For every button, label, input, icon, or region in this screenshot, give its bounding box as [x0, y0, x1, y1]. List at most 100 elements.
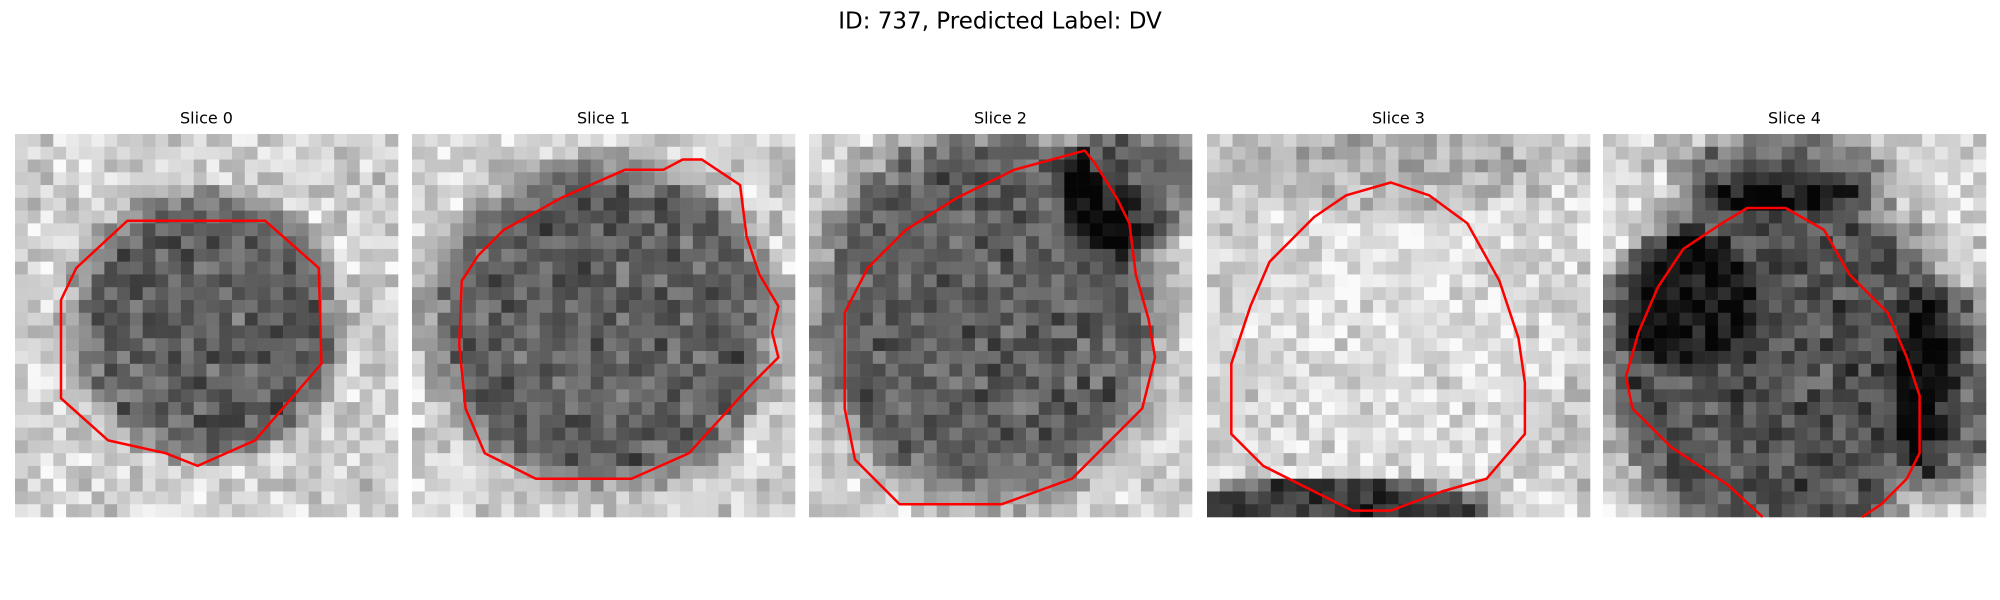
- pixel: [27, 414, 41, 428]
- pixel: [1026, 363, 1040, 377]
- pixel: [1360, 134, 1374, 148]
- pixel: [257, 223, 271, 237]
- pixel: [1000, 376, 1014, 390]
- pixel: [1385, 363, 1399, 377]
- pixel: [257, 325, 271, 339]
- pixel: [155, 491, 169, 505]
- pixel: [1051, 299, 1065, 314]
- pixel: [437, 261, 451, 275]
- pixel: [193, 287, 207, 301]
- pixel: [1102, 504, 1116, 518]
- pixel: [321, 223, 335, 237]
- pixel: [463, 504, 477, 518]
- pixel: [1283, 465, 1297, 479]
- pixel: [1462, 440, 1476, 454]
- pixel: [475, 402, 489, 416]
- pixel: [117, 261, 131, 275]
- pixel: [616, 261, 630, 275]
- pixel: [1615, 159, 1629, 173]
- pixel: [295, 338, 309, 352]
- pixel: [15, 210, 29, 224]
- pixel: [590, 261, 604, 275]
- pixel: [385, 363, 399, 377]
- pixel: [1896, 185, 1910, 199]
- pixel: [1794, 248, 1808, 262]
- pixel: [1283, 185, 1297, 199]
- pixel: [40, 376, 54, 390]
- pixel: [590, 465, 604, 479]
- pixel: [78, 287, 92, 301]
- pixel: [616, 338, 630, 352]
- pixel: [514, 338, 528, 352]
- pixel: [898, 414, 912, 428]
- pixel: [1845, 197, 1859, 211]
- pixel: [1654, 172, 1668, 186]
- pixel: [1153, 427, 1167, 441]
- pixel: [1245, 146, 1259, 160]
- pixel: [1153, 491, 1167, 505]
- pixel: [962, 134, 976, 148]
- pixel: [180, 402, 195, 416]
- pixel: [1038, 402, 1052, 416]
- pixel: [1449, 351, 1463, 365]
- pixel: [1026, 338, 1040, 352]
- pixel: [1309, 453, 1323, 467]
- pixel: [1102, 376, 1116, 390]
- pixel: [936, 427, 950, 441]
- pixel: [334, 210, 348, 224]
- pixel: [1321, 223, 1335, 237]
- pixel: [1603, 427, 1617, 441]
- pixel: [936, 478, 950, 492]
- pixel: [1398, 478, 1412, 492]
- pixel: [283, 134, 297, 148]
- pixel: [1960, 312, 1974, 326]
- pixel: [1258, 210, 1272, 224]
- pixel: [1334, 389, 1348, 403]
- pixel: [1424, 351, 1438, 365]
- pixel: [680, 312, 694, 326]
- pixel: [1179, 197, 1193, 211]
- pixel: [1436, 146, 1450, 160]
- pixel: [936, 376, 950, 390]
- pixel: [1038, 504, 1052, 518]
- pixel: [743, 287, 757, 301]
- pixel: [1628, 491, 1642, 505]
- pixel: [1398, 236, 1412, 250]
- pixel: [1207, 363, 1221, 377]
- pixel: [1398, 274, 1412, 288]
- pixel: [847, 274, 861, 288]
- pixel: [155, 351, 169, 365]
- pixel: [450, 146, 464, 160]
- pixel: [565, 351, 579, 365]
- pixel: [1513, 478, 1527, 492]
- pixel: [1449, 172, 1463, 186]
- pixel: [1000, 389, 1014, 403]
- pixel: [1641, 491, 1655, 505]
- pixel: [308, 210, 322, 224]
- pixel: [680, 146, 694, 160]
- pixel: [1641, 210, 1655, 224]
- pixel: [974, 210, 989, 224]
- pixel: [552, 363, 566, 377]
- pixel: [872, 185, 886, 199]
- pixel: [463, 351, 477, 365]
- pixel: [1270, 504, 1284, 518]
- pixel: [206, 248, 220, 262]
- pixel: [1871, 440, 1885, 454]
- pixel: [1038, 172, 1052, 186]
- pixel: [577, 172, 592, 186]
- pixel: [911, 172, 925, 186]
- pixel: [206, 376, 220, 390]
- pixel: [872, 236, 886, 250]
- pixel: [270, 389, 284, 403]
- pixel: [565, 146, 579, 160]
- pixel: [1564, 389, 1578, 403]
- pixel: [514, 414, 528, 428]
- pixel: [1270, 427, 1284, 441]
- pixel: [590, 325, 604, 339]
- pixel: [1232, 453, 1246, 467]
- pixel: [1820, 134, 1834, 148]
- pixel: [1615, 261, 1629, 275]
- pixel: [1538, 427, 1552, 441]
- pixel: [117, 453, 131, 467]
